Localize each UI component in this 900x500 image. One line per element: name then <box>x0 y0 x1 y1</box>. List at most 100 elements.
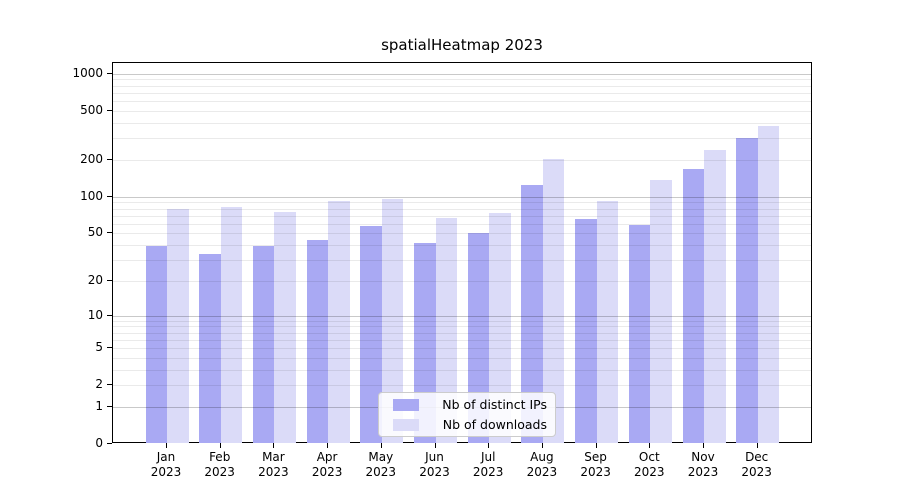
legend-entry-distinct-ips: Nb of distinct IPs <box>387 397 547 413</box>
legend-label-downloads: Nb of downloads <box>442 417 547 432</box>
gridline <box>113 260 811 262</box>
y-tick-mark <box>107 314 112 316</box>
bar-distinct-ips <box>736 137 758 444</box>
legend-entry-downloads: Nb of downloads <box>387 417 547 433</box>
x-tick-label: Apr 2023 <box>311 450 343 480</box>
gridline <box>113 159 811 161</box>
gridline <box>113 202 811 204</box>
y-tick-label: 10 <box>87 307 103 322</box>
gridline <box>113 122 811 124</box>
gridline <box>113 385 811 387</box>
y-tick-mark <box>107 72 112 74</box>
y-tick-label: 0 <box>95 436 103 451</box>
legend-swatch-distinct-ips <box>393 398 419 411</box>
x-tick-label: Aug 2023 <box>526 450 558 480</box>
gridline <box>113 101 811 103</box>
bar-downloads <box>381 199 404 444</box>
y-tick-mark <box>107 232 112 234</box>
x-tick-mark <box>649 443 651 449</box>
y-tick-mark <box>107 347 112 349</box>
bar-distinct-ips <box>360 225 382 444</box>
bar-downloads <box>596 201 619 444</box>
y-tick-mark <box>107 406 112 408</box>
chart-title: spatialHeatmap 2023 <box>381 36 543 54</box>
x-tick-mark <box>219 443 221 449</box>
bar-distinct-ips <box>521 185 543 444</box>
gridline <box>113 79 811 81</box>
y-tick-mark <box>107 195 112 197</box>
gridline <box>113 233 811 235</box>
bar-distinct-ips <box>145 246 167 444</box>
bar-distinct-ips <box>628 224 651 444</box>
x-tick-label: Oct 2023 <box>634 450 665 480</box>
x-tick-mark <box>273 443 275 449</box>
gridline <box>113 339 811 341</box>
y-tick-label: 5 <box>95 340 103 355</box>
x-tick-label: Jul 2023 <box>472 450 504 480</box>
legend: Nb of distinct IPs Nb of downloads <box>378 392 556 437</box>
bar-downloads <box>435 217 457 444</box>
x-tick-label: Feb 2023 <box>204 450 235 480</box>
y-tick-label: 200 <box>80 151 103 166</box>
x-tick-mark <box>756 443 758 449</box>
gridline <box>113 320 811 322</box>
gridline <box>113 245 811 247</box>
x-tick-label: Mar 2023 <box>258 450 289 480</box>
bar-downloads <box>704 150 726 444</box>
x-tick-label: Sep 2023 <box>580 450 611 480</box>
y-tick-label: 1000 <box>72 65 103 80</box>
x-tick-label: Jan 2023 <box>150 450 182 480</box>
x-tick-label: Nov 2023 <box>687 450 719 480</box>
gridline <box>113 326 811 328</box>
x-tick-mark <box>327 443 329 449</box>
gridline <box>113 280 811 282</box>
y-tick-mark <box>107 158 112 160</box>
y-tick-mark <box>107 384 112 386</box>
bar-downloads <box>274 211 296 444</box>
legend-swatch-downloads <box>393 418 419 431</box>
x-tick-label: May 2023 <box>365 450 397 480</box>
gridline <box>113 215 811 217</box>
y-tick-mark <box>107 109 112 111</box>
gridline <box>113 138 811 140</box>
bar-downloads <box>489 212 511 444</box>
bar-downloads <box>328 200 350 444</box>
x-tick-mark <box>595 443 597 449</box>
gridline <box>113 315 811 317</box>
gridline <box>113 110 811 112</box>
legend-label-distinct-ips: Nb of distinct IPs <box>442 397 547 412</box>
gridline <box>113 348 811 350</box>
x-tick-mark <box>380 443 382 449</box>
gridline <box>113 357 811 359</box>
x-tick-label: Dec 2023 <box>741 450 772 480</box>
gridline <box>113 85 811 87</box>
gridline <box>113 73 811 75</box>
y-tick-label: 1 <box>95 399 103 414</box>
bar-downloads <box>167 208 189 444</box>
plot-area <box>112 62 812 444</box>
x-tick-mark <box>166 443 167 449</box>
bar-distinct-ips <box>252 246 275 444</box>
bar-distinct-ips <box>306 240 329 444</box>
x-tick-mark <box>541 443 543 449</box>
y-tick-mark <box>107 443 112 445</box>
x-tick-mark <box>434 443 436 449</box>
gridline <box>113 208 811 210</box>
x-tick-mark <box>488 443 490 449</box>
y-tick-label: 2 <box>95 377 103 392</box>
gridline <box>113 196 811 198</box>
y-tick-mark <box>107 279 112 281</box>
gridline <box>113 332 811 334</box>
gridline <box>113 223 811 225</box>
bar-downloads <box>220 206 243 444</box>
y-tick-label: 500 <box>80 102 103 117</box>
x-tick-mark <box>703 443 704 449</box>
bar-downloads <box>757 126 780 444</box>
bar-distinct-ips <box>467 233 490 444</box>
bar-distinct-ips <box>575 218 597 444</box>
gridline <box>113 92 811 94</box>
x-tick-label: Jun 2023 <box>419 450 450 480</box>
gridline <box>113 369 811 371</box>
y-tick-label: 100 <box>80 188 103 203</box>
